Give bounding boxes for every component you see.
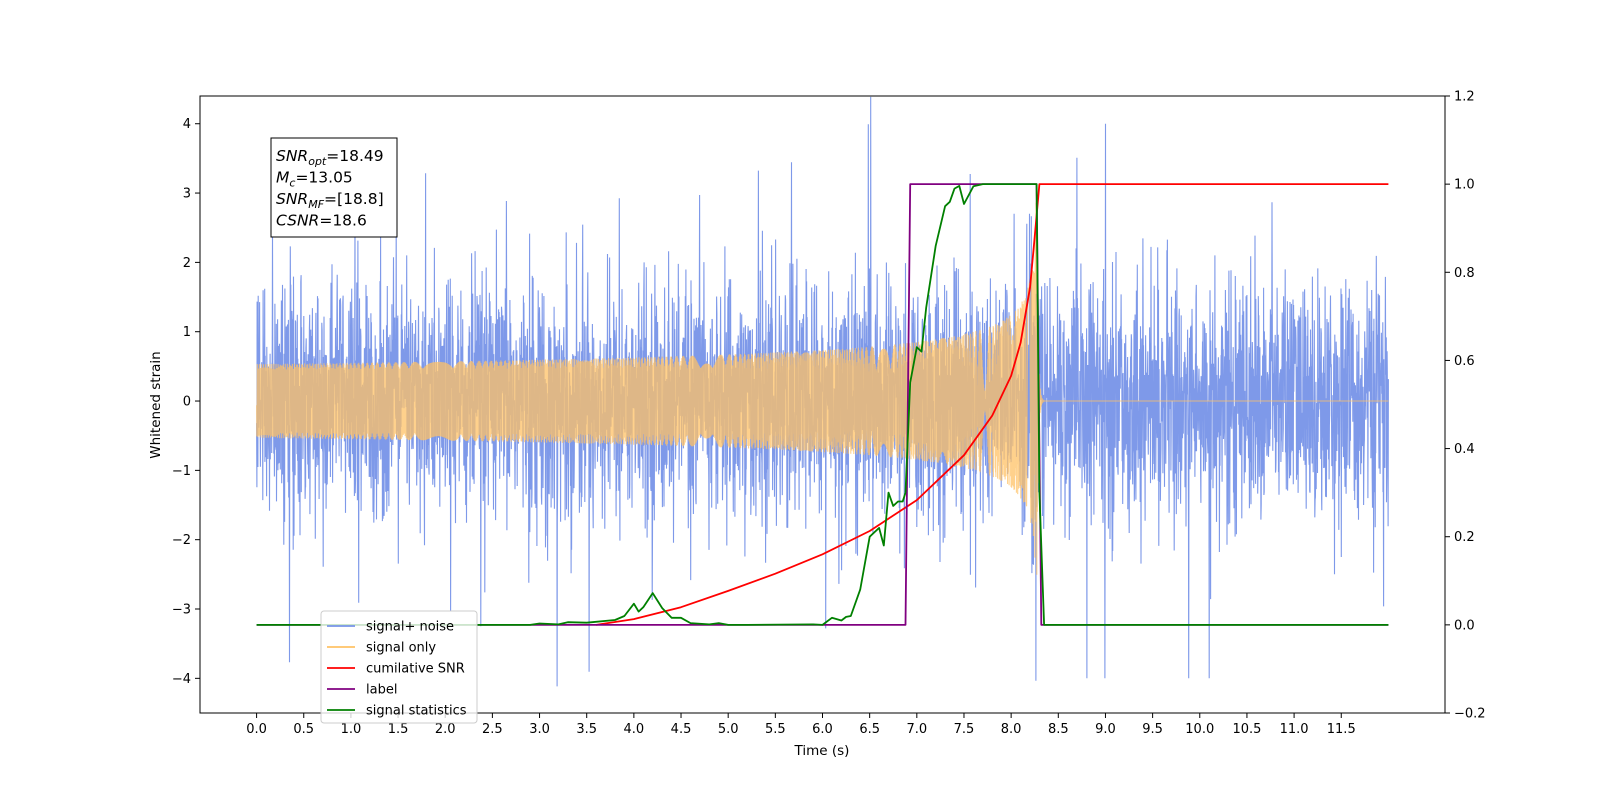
x-tick-label: 5.5: [765, 722, 786, 737]
plot-area: [256, 96, 1389, 687]
x-tick-label: 9.5: [1142, 722, 1163, 737]
x-tick-label: 0.0: [246, 722, 267, 737]
x-tick-label: 10.5: [1232, 722, 1261, 737]
x-tick-label: 5.0: [718, 722, 739, 737]
legend-label-3: label: [366, 683, 397, 698]
series-signal-statistics: [256, 183, 1389, 626]
x-tick-label: 8.0: [1001, 722, 1022, 737]
y-left-tick-label: 2: [183, 256, 191, 271]
x-tick-label: 6.0: [812, 722, 833, 737]
series-cumulative-snr: [595, 183, 1389, 626]
x-tick-label: 11.5: [1327, 722, 1356, 737]
x-tick-label: 7.5: [954, 722, 975, 737]
legend: signal+ noise signal only cumilative SNR la…: [320, 610, 478, 724]
legend-label-4: signal statistics: [366, 704, 467, 719]
metric-line-1: Mc=13.05: [276, 169, 353, 190]
legend-frame: [320, 610, 478, 724]
metric-line-3: CSNR=18.6: [276, 212, 367, 230]
x-tick-label: 4.5: [671, 722, 692, 737]
y-left-tick-label: 4: [183, 117, 191, 132]
x-tick-label: 7.0: [906, 722, 927, 737]
x-tick-label: 8.5: [1048, 722, 1069, 737]
metric-line-0: SNRopt=18.49: [276, 147, 384, 168]
y-right-tick-label: 0.6: [1454, 354, 1475, 369]
metrics-annotation-box: SNRopt=18.49Mc=13.05SNRMF=[18.8]CSNR=18.…: [270, 137, 398, 238]
x-tick-label: 4.0: [624, 722, 645, 737]
x-tick-label: 3.5: [576, 722, 597, 737]
y-axis-right: 1.2 1.0 0.8 0.6 0.4 0.2 0.0 −0.2: [1445, 90, 1486, 722]
x-tick-label: 2.0: [435, 722, 456, 737]
x-tick-label: 6.5: [859, 722, 880, 737]
y-axis-label: Whitened strain: [148, 351, 164, 458]
legend-label-2: cumilative SNR: [366, 662, 465, 677]
y-axis-left: 4 3 2 1 0 −1 −2 −3 −4: [172, 117, 200, 687]
y-left-tick-label: 3: [183, 187, 191, 202]
x-tick-label: 10.0: [1185, 722, 1214, 737]
metrics-box-frame: [270, 137, 398, 238]
y-right-tick-label: −0.2: [1454, 707, 1486, 722]
x-tick-label: 11.0: [1280, 722, 1309, 737]
y-left-tick-label: −1: [172, 464, 191, 479]
x-tick-label: 1.0: [341, 722, 362, 737]
y-right-tick-label: 1.0: [1454, 178, 1475, 193]
y-left-tick-label: 1: [183, 325, 191, 340]
legend-label-1: signal only: [366, 641, 436, 656]
y-left-tick-label: −3: [172, 603, 191, 618]
y-left-tick-label: 0: [183, 395, 191, 410]
y-left-tick-label: −4: [172, 672, 191, 687]
y-right-tick-label: 1.2: [1454, 90, 1475, 105]
y-right-tick-label: 0.2: [1454, 530, 1475, 545]
x-tick-label: 9.0: [1095, 722, 1116, 737]
x-tick-label: 2.5: [482, 722, 503, 737]
series-layer: [256, 96, 1389, 687]
x-tick-label: 1.5: [388, 722, 409, 737]
y-right-tick-label: 0.0: [1454, 618, 1475, 633]
legend-label-0: signal+ noise: [366, 620, 454, 635]
x-tick-label: 3.0: [529, 722, 550, 737]
metric-line-2: SNRMF=[18.8]: [276, 190, 384, 211]
series-signal-only: [256, 201, 1389, 575]
x-tick-label: 0.5: [293, 722, 314, 737]
x-axis-label: Time (s): [794, 743, 850, 759]
y-left-tick-label: −2: [172, 533, 191, 548]
y-right-tick-label: 0.4: [1454, 442, 1475, 457]
y-right-tick-label: 0.8: [1454, 266, 1475, 281]
x-axis: 0.0 0.5 1.0 1.5 2.0 2.5 3.0 3.5 4.0 4.5 5.0 5.5 6.0 6…: [246, 713, 1356, 737]
